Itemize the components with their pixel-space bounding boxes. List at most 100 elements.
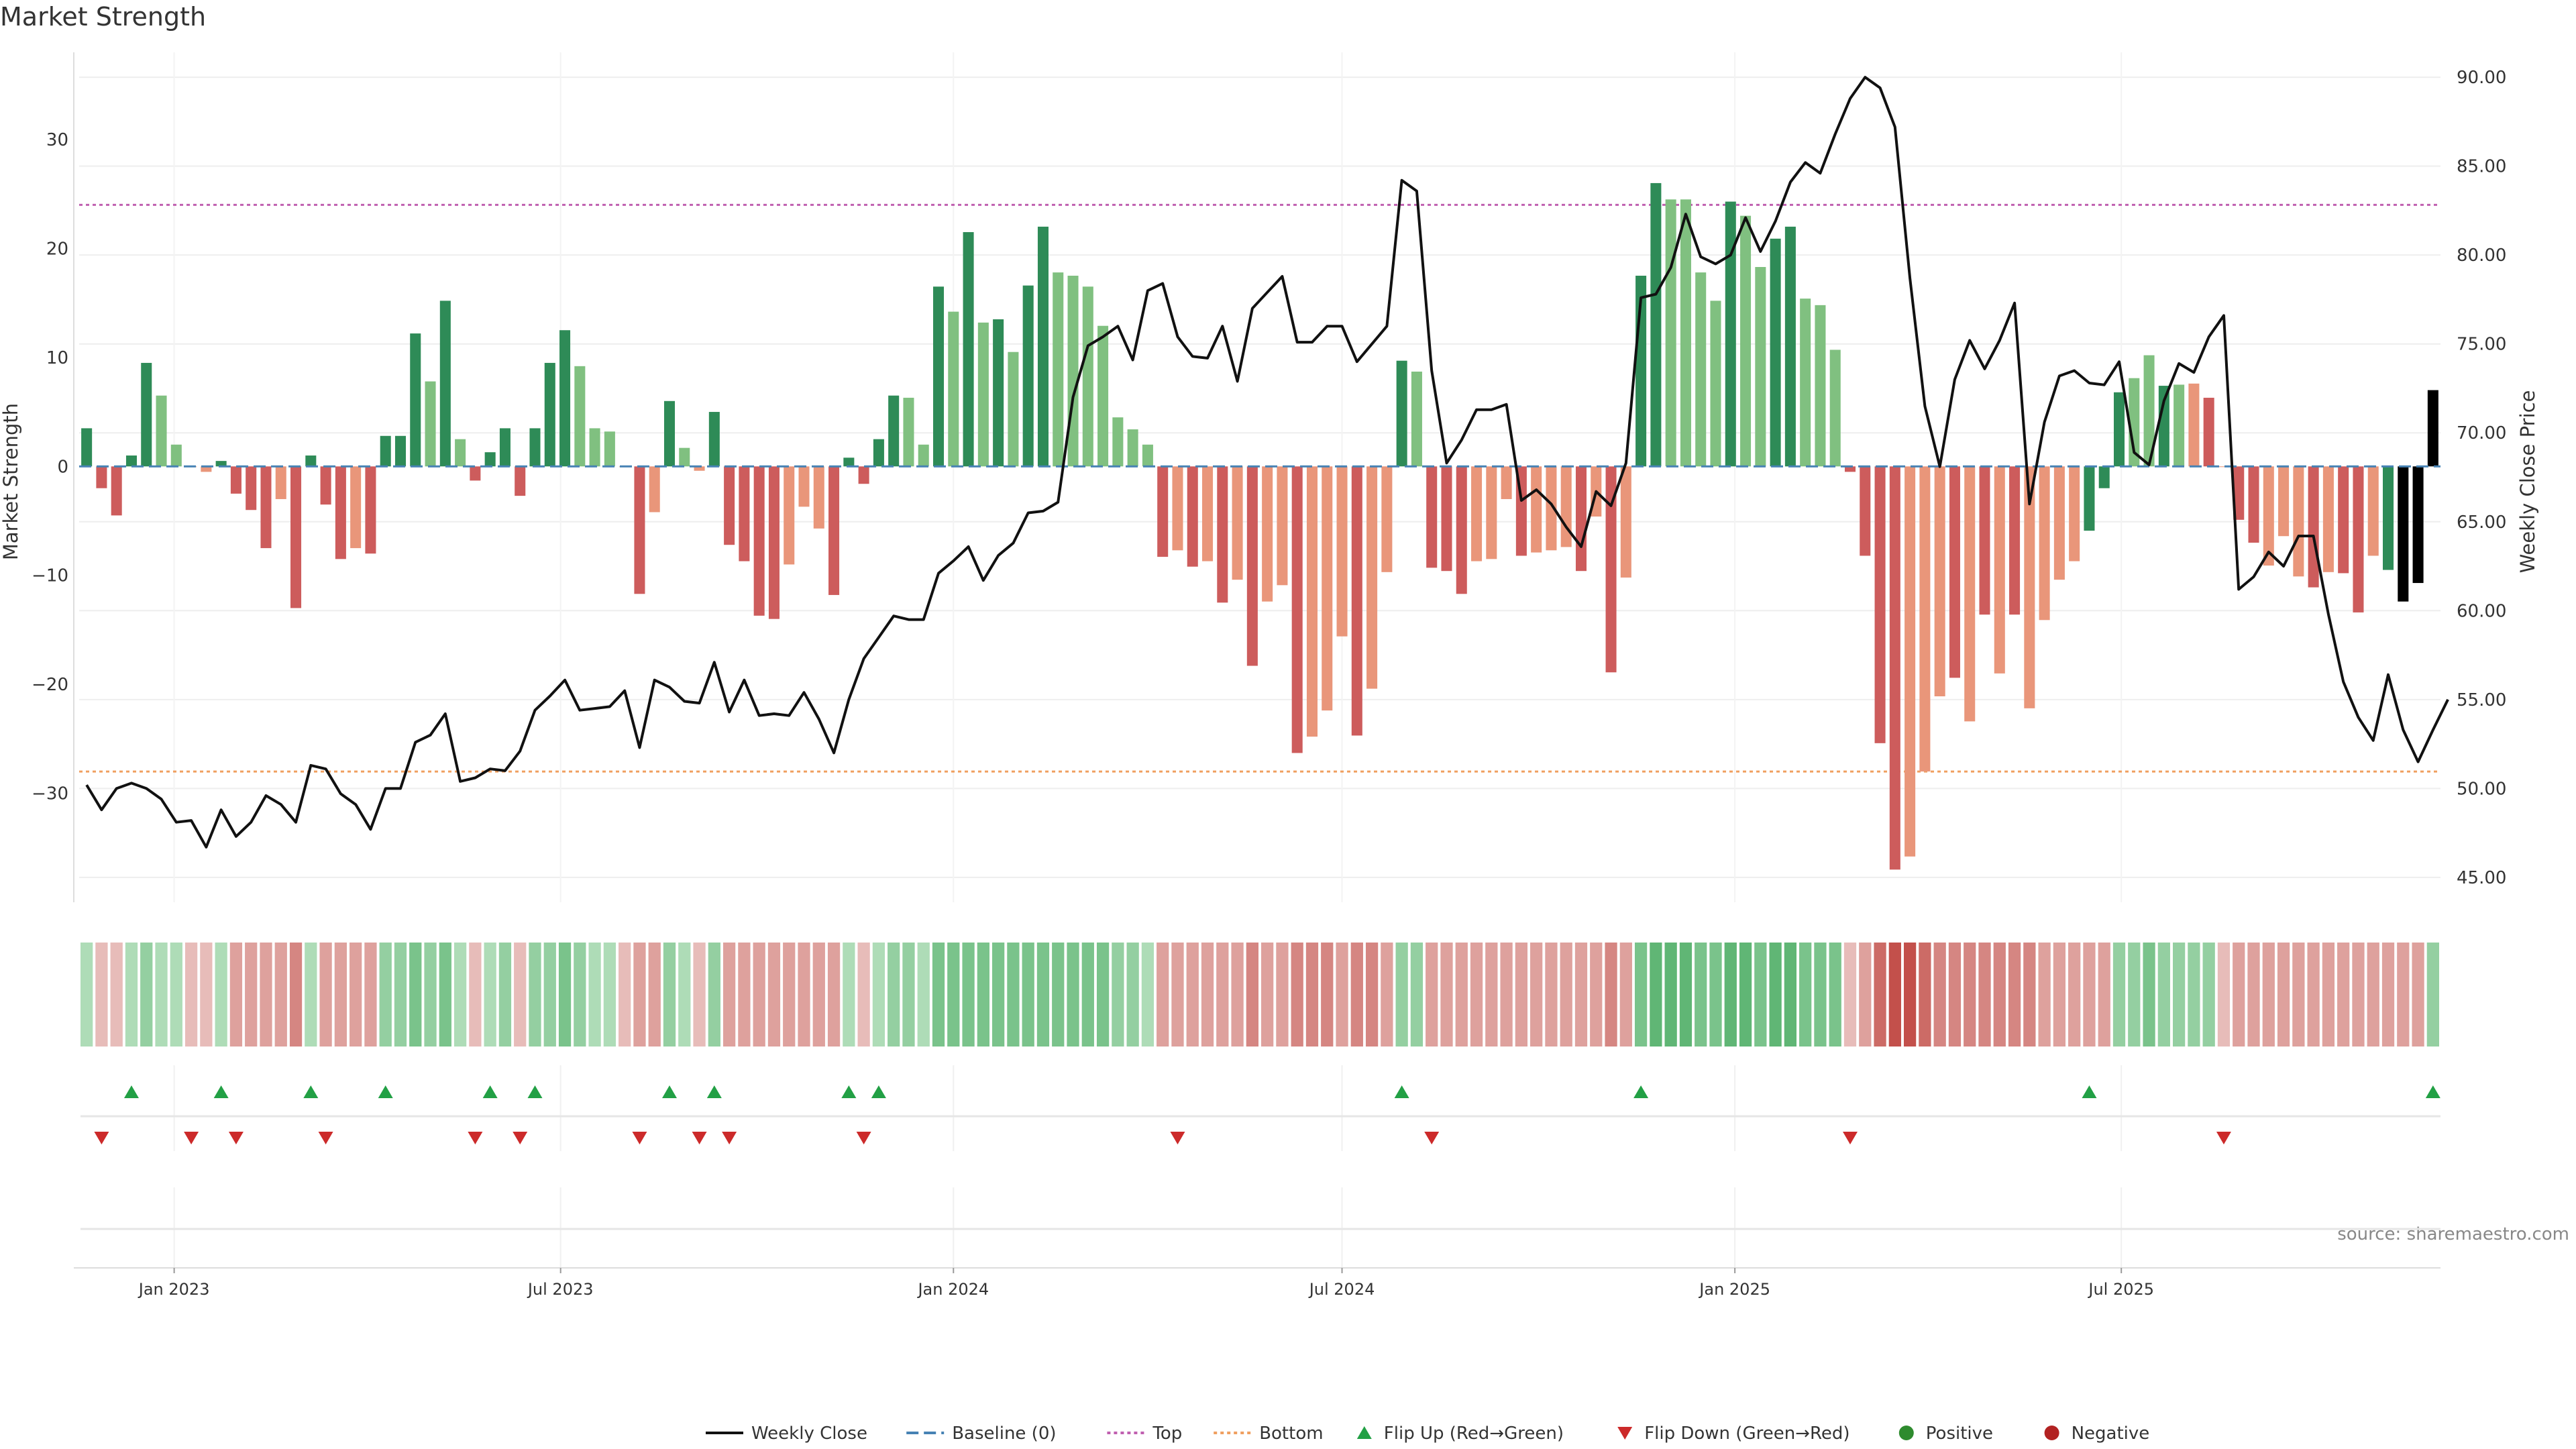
heatmap-cell <box>364 943 377 1046</box>
strength-bar <box>2338 466 2349 574</box>
strength-bar <box>589 428 600 467</box>
strength-bar <box>903 397 914 467</box>
strength-heatmap <box>80 943 2439 1046</box>
flip-down-marker <box>1170 1132 1185 1144</box>
heatmap-cell <box>722 943 736 1046</box>
strength-bar <box>394 435 407 467</box>
strength-bar <box>1725 201 1736 467</box>
left-axis-ticks: 30 20 10 0 −10 −20 −30 <box>32 130 68 804</box>
legend-item: Bottom <box>1214 1424 1324 1444</box>
flip-up-marker <box>1394 1085 1409 1098</box>
strength-bar <box>918 444 929 467</box>
strength-bar <box>1322 466 1333 711</box>
flip-down-marker <box>94 1132 109 1144</box>
heatmap-cell <box>1350 943 1363 1046</box>
heatmap-cell <box>1470 943 1483 1046</box>
strength-bar <box>350 466 362 549</box>
strength-bar <box>784 466 795 565</box>
strength-bar <box>1531 466 1542 553</box>
legend-item: Flip Down (Green→Red) <box>1617 1424 1850 1444</box>
flip-up-marker <box>213 1085 229 1098</box>
strength-bar <box>1172 466 1183 551</box>
heatmap-cell <box>2381 943 2395 1046</box>
heatmap-cell <box>1515 943 1528 1046</box>
heatmap-cell <box>1784 943 1797 1046</box>
heatmap-cell <box>1574 943 1588 1046</box>
strength-bar <box>2203 397 2214 467</box>
heatmap-cell <box>305 943 317 1046</box>
heatmap-cell <box>753 943 765 1046</box>
strength-bar <box>1486 466 1497 559</box>
strength-bar <box>455 439 466 467</box>
heatmap-cell <box>1724 943 1737 1046</box>
heatmap-cell <box>1859 943 1872 1046</box>
strength-bar <box>2293 466 2304 577</box>
heatmap-cell <box>1410 943 1424 1046</box>
strength-bar <box>2053 466 2065 580</box>
strength-bar <box>1262 466 1273 602</box>
heatmap-cell <box>1007 943 1020 1046</box>
strength-bar <box>1650 182 1662 467</box>
legend-label: Top <box>1152 1424 1182 1444</box>
heatmap-cell <box>453 943 467 1046</box>
heatmap-cell <box>1291 943 1303 1046</box>
flip-down-marker <box>856 1132 871 1144</box>
heatmap-cell <box>1052 943 1065 1046</box>
strength-bar <box>1964 466 1976 722</box>
strength-bar <box>1501 466 1512 499</box>
heatmap-cell <box>394 943 407 1046</box>
heatmap-cell <box>424 943 437 1046</box>
strength-bar <box>499 428 511 467</box>
legend-item: Weekly Close <box>706 1424 867 1444</box>
heatmap-cell <box>888 943 900 1046</box>
heatmap-cell <box>633 943 646 1046</box>
heatmap-cell <box>1993 943 2006 1046</box>
strength-bar <box>948 311 959 467</box>
heatmap-cell <box>80 943 93 1046</box>
right-tick-label: 70.00 <box>2457 423 2506 443</box>
legend-item: Flip Up (Red→Green) <box>1356 1424 1564 1444</box>
heatmap-cell <box>274 943 287 1046</box>
heatmap-cell <box>2008 943 2021 1046</box>
heatmap-cell <box>1036 943 1050 1046</box>
strength-bar <box>963 232 974 467</box>
right-tick-label: 90.00 <box>2457 68 2506 88</box>
heatmap-cell <box>319 943 332 1046</box>
strength-bar <box>2263 466 2274 566</box>
heatmap-cell <box>379 943 392 1046</box>
heatmap-cell <box>1216 943 1229 1046</box>
flip-up-markers <box>123 1085 2440 1098</box>
heatmap-cell <box>2098 943 2110 1046</box>
heatmap-cell <box>1305 943 1319 1046</box>
strength-bar <box>1097 325 1109 467</box>
strength-bar <box>2024 466 2035 708</box>
strength-bar <box>634 466 645 594</box>
strength-bar <box>81 428 93 467</box>
strength-bar <box>1187 466 1198 567</box>
strength-bar <box>1770 238 1781 467</box>
legend: Weekly Close Baseline (0) Top Bottom Flip Up… <box>706 1424 2149 1444</box>
strength-bar <box>1022 285 1034 467</box>
strength-bar <box>290 466 302 608</box>
strength-bar <box>275 466 286 499</box>
heatmap-cell <box>619 943 631 1046</box>
heatmap-cell <box>603 943 616 1046</box>
heatmap-cell <box>1933 943 1946 1046</box>
strength-bar <box>2322 466 2334 572</box>
x-tick-label: Jul 2025 <box>2087 1280 2154 1299</box>
strength-bar <box>1306 466 1318 737</box>
heatmap-cell <box>155 943 168 1046</box>
heatmap-cell <box>1276 943 1289 1046</box>
strength-bar <box>1874 466 1886 743</box>
strength-bar <box>2308 466 2319 588</box>
heatmap-cell <box>1634 943 1648 1046</box>
heatmap-cell <box>1455 943 1468 1046</box>
right-axis-ticks: 90.00 85.00 80.00 75.00 70.00 65.00 60.00 55.00… <box>2457 68 2506 888</box>
legend-label: Baseline (0) <box>952 1424 1056 1444</box>
strength-bar <box>1396 360 1407 467</box>
heatmap-cell <box>2262 943 2275 1046</box>
heatmap-cell <box>1336 943 1348 1046</box>
heatmap-cell <box>1829 943 1841 1046</box>
heatmap-cell <box>1186 943 1199 1046</box>
